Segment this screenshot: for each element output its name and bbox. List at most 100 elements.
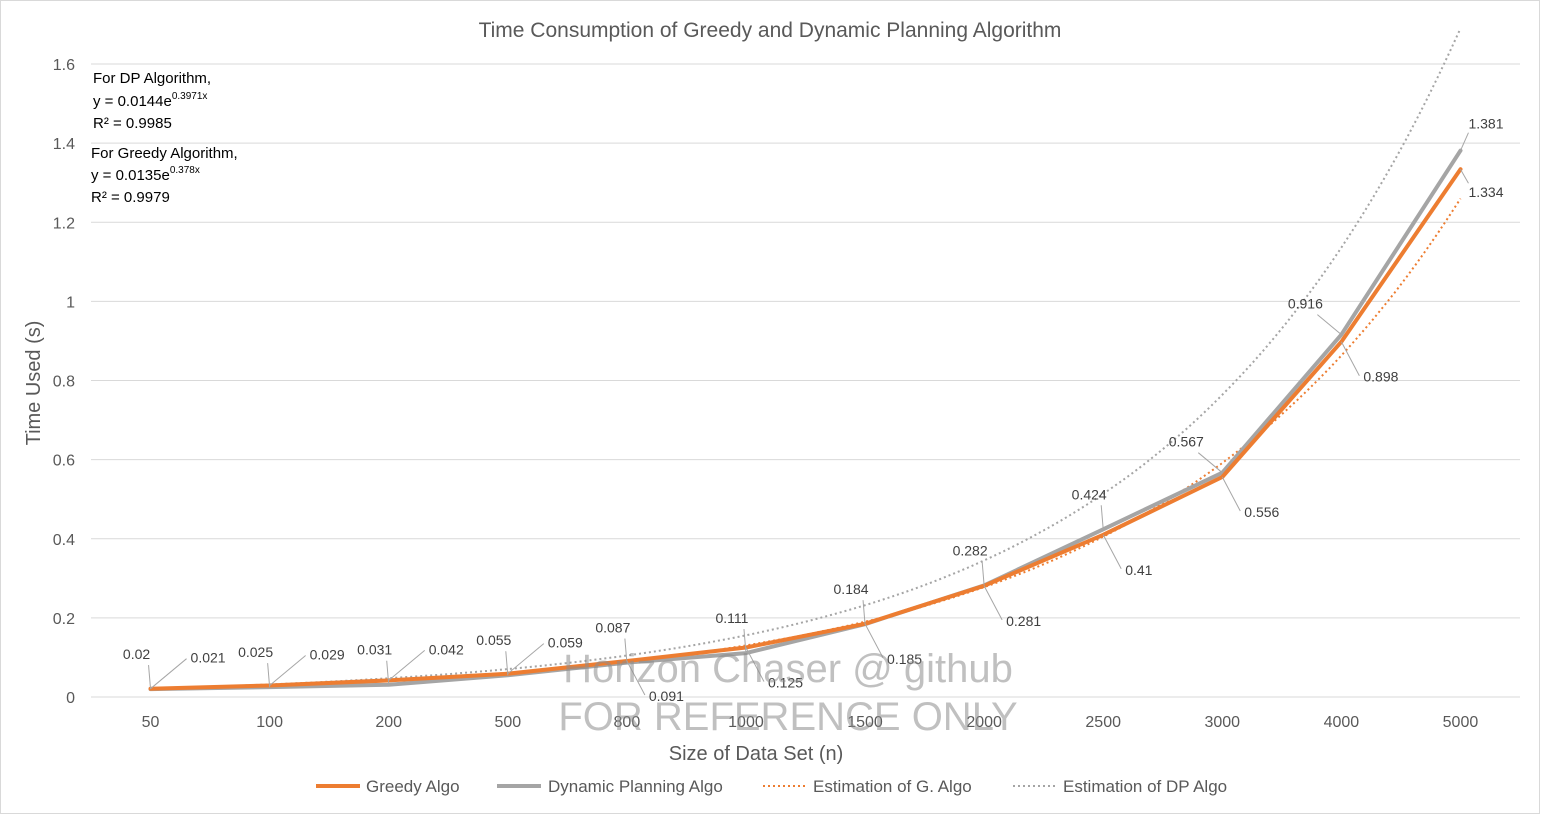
series-lines: [148, 148, 1463, 692]
data-label-leader: [864, 623, 884, 659]
y-tick-label: 0.4: [53, 532, 75, 549]
data-label-leader: [1317, 314, 1342, 335]
watermark-line-1: Horizon Chaser @ github: [563, 647, 1013, 691]
x-tick-label: 2000: [966, 714, 1002, 731]
data-label: 0.556: [1244, 504, 1279, 520]
data-label: 0.281: [1006, 613, 1041, 629]
data-label-leader: [1221, 476, 1241, 512]
data-label: 0.02: [123, 646, 150, 662]
legend-item-greedy: Greedy Algo: [316, 777, 460, 796]
data-label-leader: [386, 660, 390, 685]
x-tick-label: 1000: [728, 714, 764, 731]
data-label-leader: [862, 600, 866, 625]
y-tick-label: 1.6: [53, 57, 75, 74]
y-tick-label: 0.6: [53, 453, 75, 470]
x-tick-label: 800: [614, 714, 641, 731]
data-label-leader: [624, 638, 628, 663]
x-tick-label: 1500: [847, 714, 883, 731]
x-tick-label: 3000: [1204, 714, 1240, 731]
y-tick-label: 0.8: [53, 374, 75, 391]
y-tick-label: 0: [66, 690, 75, 707]
data-label: 0.898: [1363, 369, 1398, 385]
greedy-equation-exponent: 0.378x: [170, 165, 200, 176]
y-tick-label: 1: [66, 294, 75, 311]
data-label: 0.41: [1125, 562, 1152, 578]
chart-title: Time Consumption of Greedy and Dynamic P…: [479, 19, 1062, 42]
data-label: 0.111: [715, 610, 748, 626]
data-label: 1.334: [1468, 184, 1503, 200]
data-label: 0.091: [649, 688, 684, 704]
dp-equation: y = 0.0144e0.3971x: [93, 91, 207, 110]
data-label-leader: [505, 651, 509, 676]
greedy-r-squared: R² = 0.9979: [91, 189, 170, 206]
data-label: 0.042: [429, 641, 464, 657]
data-label: 0.029: [310, 647, 345, 663]
data-label: 0.282: [953, 542, 988, 558]
y-tick-label: 0.2: [53, 611, 75, 628]
greedy-equation: y = 0.0135e0.378x: [91, 165, 200, 184]
data-label-leader: [745, 647, 765, 682]
data-label-leader: [267, 663, 271, 688]
dp-equation-exponent: 0.3971x: [172, 91, 208, 102]
data-label-leader: [983, 585, 1003, 621]
trendlines: [150, 27, 1462, 691]
data-label: 0.087: [595, 620, 630, 636]
dp-equation-heading: For DP Algorithm,: [93, 70, 211, 87]
x-axis-title: Size of Data Set (n): [669, 743, 844, 765]
greedy-equation-heading: For Greedy Algorithm,: [91, 145, 238, 162]
y-tick-label: 1.2: [53, 215, 75, 232]
x-tick-label: 4000: [1324, 714, 1360, 731]
legend-item-estimation-greedy: Estimation of G. Algo: [763, 777, 972, 796]
legend-item-dp: Dynamic Planning Algo: [497, 777, 723, 796]
legend: Greedy Algo Dynamic Planning Algo Estima…: [316, 777, 1227, 796]
y-axis-ticks: 0 0.2 0.4 0.6 0.8 1 1.2 1.4 1.6: [53, 57, 75, 707]
x-tick-label: 100: [256, 714, 283, 731]
data-label-leader: [1460, 132, 1469, 151]
data-label-leader: [626, 660, 646, 696]
data-label: 0.916: [1288, 296, 1323, 312]
data-label-leader: [981, 561, 985, 586]
greedy-equation-base: y = 0.0135e: [91, 167, 170, 184]
data-label: 0.055: [476, 632, 511, 648]
data-label-leader: [150, 658, 187, 690]
data-label-leader: [507, 643, 545, 675]
trendline-dp: [150, 27, 1462, 690]
trendline-greedy: [150, 198, 1462, 691]
dp-r-squared: R² = 0.9985: [93, 115, 172, 132]
legend-label-greedy: Greedy Algo: [366, 777, 460, 796]
data-label-leader: [269, 655, 306, 686]
data-label-leader: [1102, 534, 1122, 570]
x-tick-label: 5000: [1443, 714, 1479, 731]
dp-equation-base: y = 0.0144e: [93, 93, 172, 110]
data-label-leader: [1197, 452, 1223, 474]
x-tick-label: 50: [142, 714, 160, 731]
gridlines: [91, 63, 1520, 698]
data-label: 0.567: [1169, 434, 1204, 450]
data-label-leader: [148, 665, 152, 690]
y-axis-title: Time Used (s): [23, 321, 45, 446]
data-label-leader: [1340, 341, 1360, 376]
data-label-leader: [1100, 505, 1104, 530]
series-line-greedy: [148, 167, 1463, 691]
data-label: 0.025: [238, 644, 273, 660]
x-axis-ticks: 50 100 200 500 800 1000 1500 2000 2500 3000 4000 50…: [142, 714, 1479, 731]
watermark-line-2: FOR REFERENCE ONLY: [558, 695, 1017, 739]
x-tick-label: 2500: [1085, 714, 1121, 731]
data-label: 0.031: [357, 642, 392, 658]
data-label: 0.185: [887, 651, 922, 667]
legend-item-estimation-dp: Estimation of DP Algo: [1013, 777, 1227, 796]
data-label: 0.184: [834, 581, 869, 597]
legend-label-estimation-dp: Estimation of DP Algo: [1063, 777, 1227, 796]
data-label-leader: [743, 629, 747, 654]
x-tick-label: 200: [375, 714, 402, 731]
data-label-leader: [388, 649, 426, 681]
data-label: 0.059: [548, 635, 583, 651]
legend-label-estimation-greedy: Estimation of G. Algo: [813, 777, 972, 796]
legend-label-dp: Dynamic Planning Algo: [548, 777, 723, 796]
data-label: 0.424: [1072, 486, 1107, 502]
data-label: 0.021: [191, 650, 226, 666]
watermark: Horizon Chaser @ github FOR REFERENCE ON…: [558, 647, 1017, 739]
data-label: 0.125: [768, 675, 803, 691]
